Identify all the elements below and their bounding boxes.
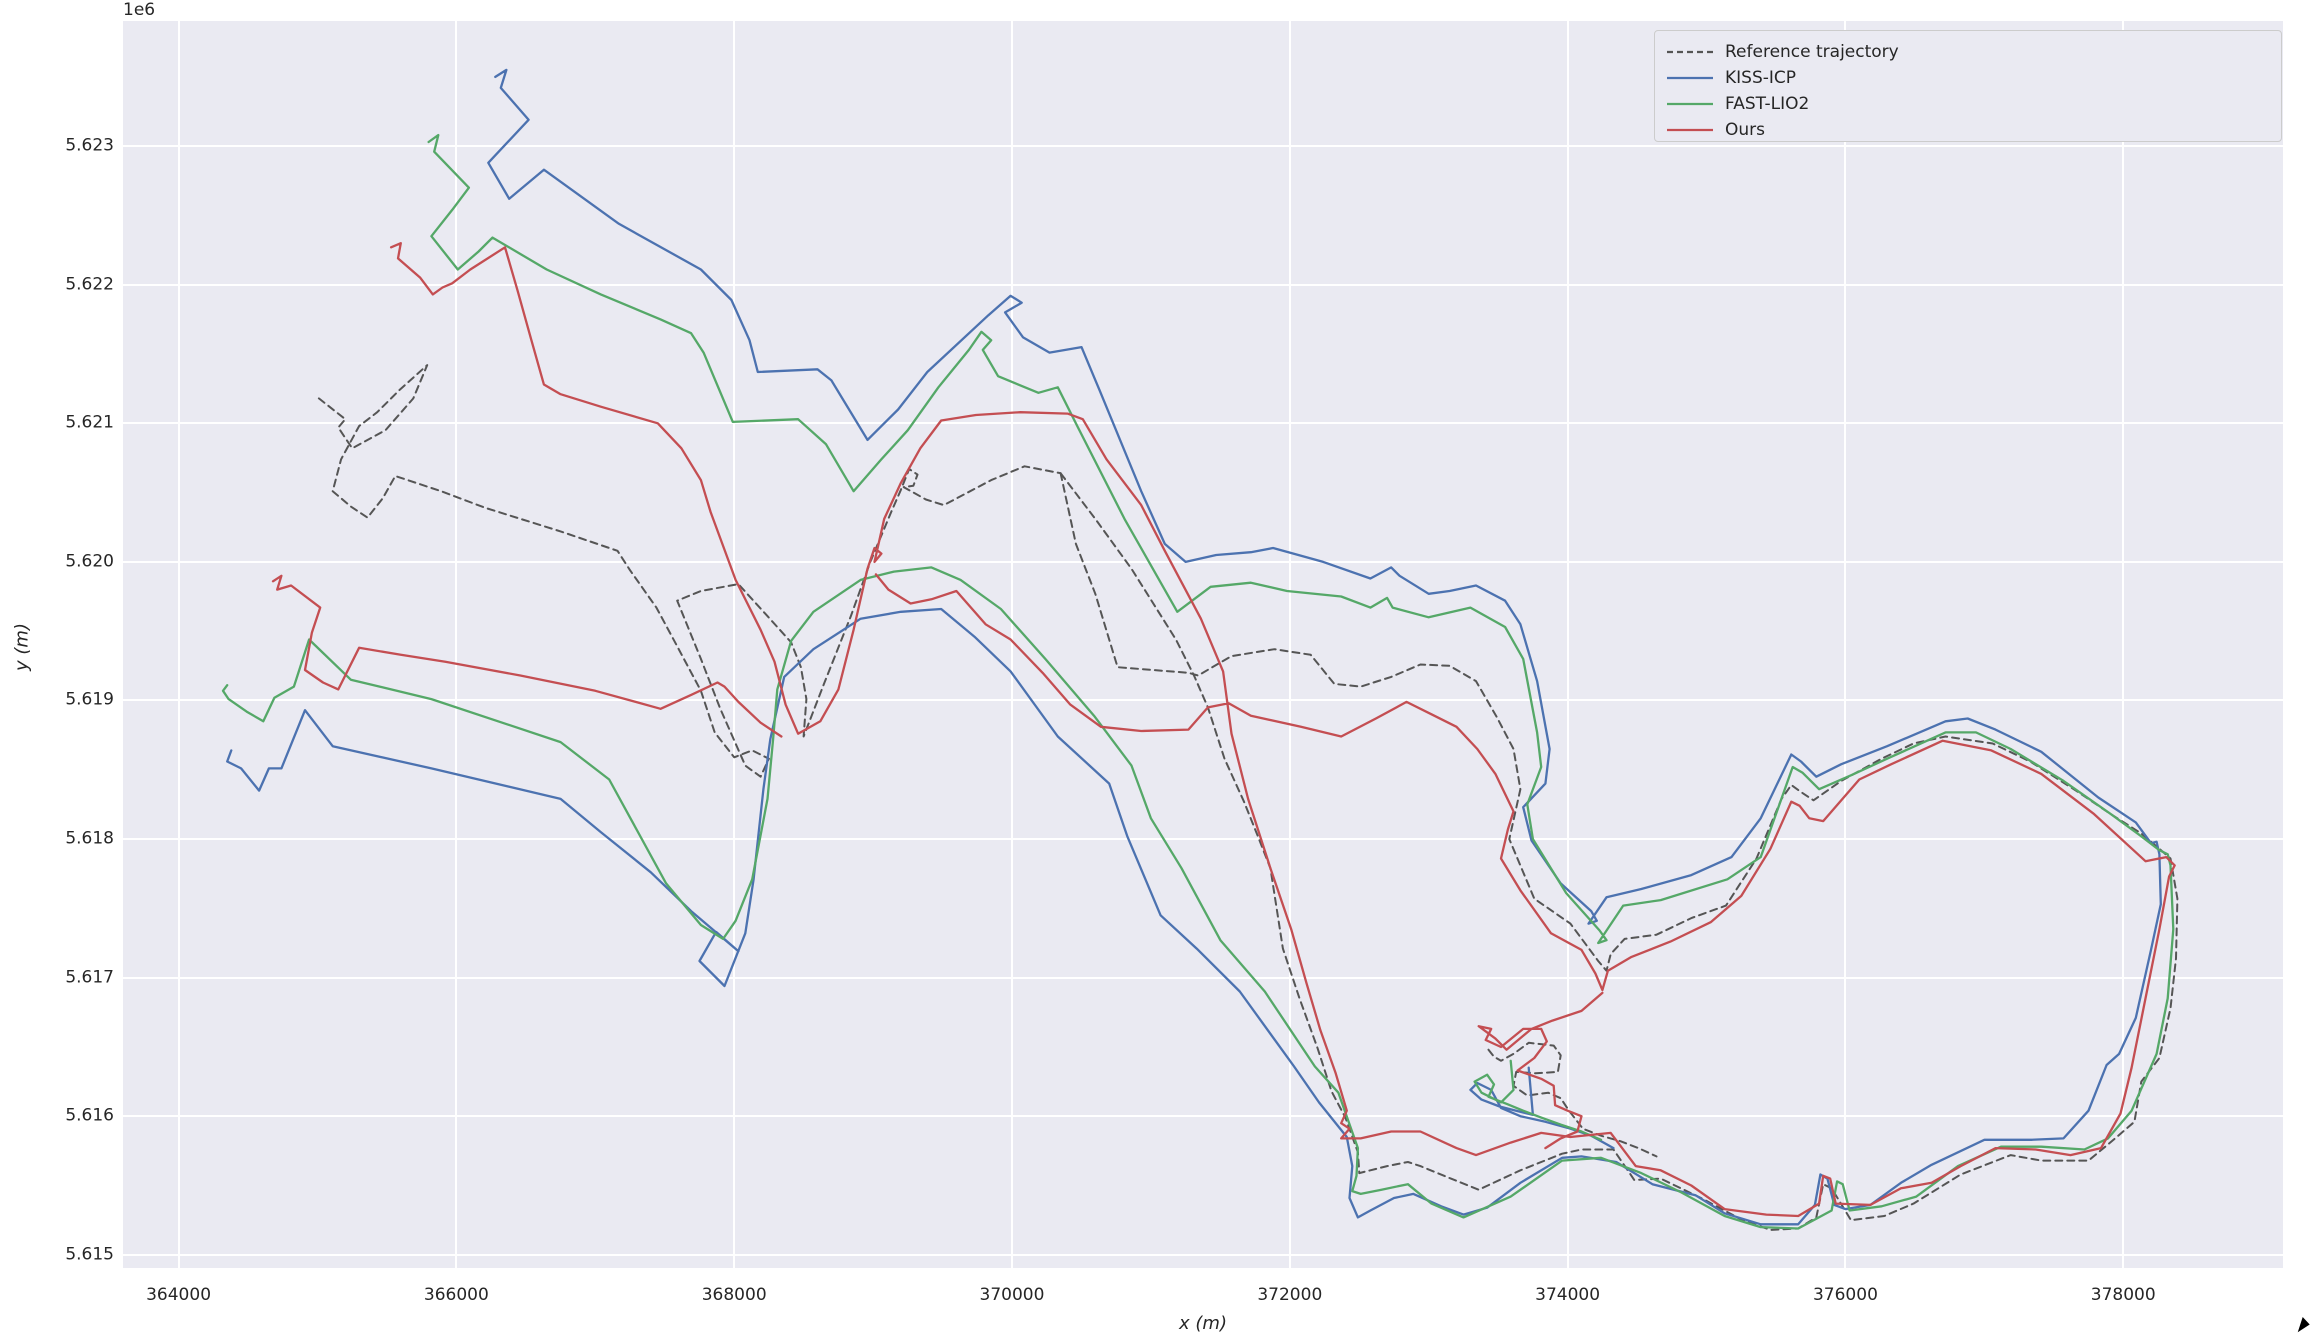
y-tick-label: 5.616 xyxy=(65,1105,114,1126)
y-axis-label: y (m) xyxy=(11,623,33,671)
y-gridline xyxy=(123,838,2283,841)
trajectory-reference-trajectory xyxy=(1059,472,2179,1231)
y-tick-label: 5.623 xyxy=(65,135,114,156)
y-gridline xyxy=(123,283,2283,286)
x-gridline xyxy=(1288,21,1291,1268)
x-gridline xyxy=(733,21,736,1268)
x-gridline xyxy=(177,21,180,1268)
y-tick-label: 5.617 xyxy=(65,967,114,988)
legend: Reference trajectory KISS-ICP FAST-LIO2 Our… xyxy=(1654,30,2282,142)
x-tick-label: 374000 xyxy=(1535,1285,1601,1305)
y-tick-label: 5.620 xyxy=(65,551,114,572)
x-tick-label: 366000 xyxy=(423,1285,489,1305)
legend-label: FAST-LIO2 xyxy=(1725,94,1810,114)
y-gridline xyxy=(123,699,2283,702)
y-gridline xyxy=(123,1115,2283,1118)
mouse-cursor xyxy=(2297,1317,2312,1335)
x-gridline xyxy=(1566,21,1569,1268)
x-axis-label: x (m) xyxy=(1179,1313,1227,1334)
legend-item: Reference trajectory xyxy=(1667,39,2269,65)
y-tick-label: 5.619 xyxy=(65,689,114,710)
x-gridline xyxy=(2122,21,2125,1268)
trajectory-ours xyxy=(389,242,2176,1218)
x-tick-label: 376000 xyxy=(1812,1285,1878,1305)
legend-label: Reference trajectory xyxy=(1725,42,1899,62)
y-gridline xyxy=(123,1253,2283,1256)
trajectory-ours xyxy=(271,574,783,738)
trajectory-fast-lio2 xyxy=(221,133,2175,1230)
x-tick-label: 372000 xyxy=(1257,1285,1323,1305)
legend-line-sample-icon xyxy=(1667,76,1713,80)
y-gridline xyxy=(123,560,2283,563)
y-tick-label: 5.615 xyxy=(65,1244,114,1265)
trajectory-reference-trajectory xyxy=(317,364,1062,778)
trajectory-lines xyxy=(221,68,2179,1231)
legend-item: Ours xyxy=(1667,117,2269,143)
x-tick-label: 378000 xyxy=(2090,1285,2156,1305)
plot-area xyxy=(123,21,2283,1268)
legend-line-sample-icon xyxy=(1667,102,1713,106)
x-gridline xyxy=(1011,21,1013,1268)
trajectory-reference-trajectory xyxy=(1487,1041,1658,1158)
legend-item: KISS-ICP xyxy=(1667,65,2269,91)
y-gridline xyxy=(123,976,2283,979)
y-tick-label: 5.622 xyxy=(65,274,114,295)
y-tick-label: 5.621 xyxy=(65,412,114,433)
trajectory-kiss-icp xyxy=(226,68,2162,1226)
legend-label: KISS-ICP xyxy=(1725,68,1797,88)
y-tick-label: 5.618 xyxy=(65,828,114,849)
trajectory-ours xyxy=(1477,991,1604,1150)
x-tick-label: 368000 xyxy=(701,1285,767,1305)
x-gridline xyxy=(1844,21,1847,1268)
y-axis-offset-label: 1e6 xyxy=(123,0,156,20)
legend-label: Ours xyxy=(1725,120,1766,140)
trajectory-fast-lio2 xyxy=(1473,1059,1603,1141)
y-gridline xyxy=(123,145,2283,148)
legend-line-sample-icon xyxy=(1667,50,1713,54)
x-gridline xyxy=(455,21,458,1268)
y-gridline xyxy=(123,422,2283,425)
x-tick-label: 370000 xyxy=(979,1285,1045,1305)
legend-line-sample-icon xyxy=(1667,128,1713,132)
legend-item: FAST-LIO2 xyxy=(1667,91,2269,117)
x-tick-label: 364000 xyxy=(146,1285,212,1305)
